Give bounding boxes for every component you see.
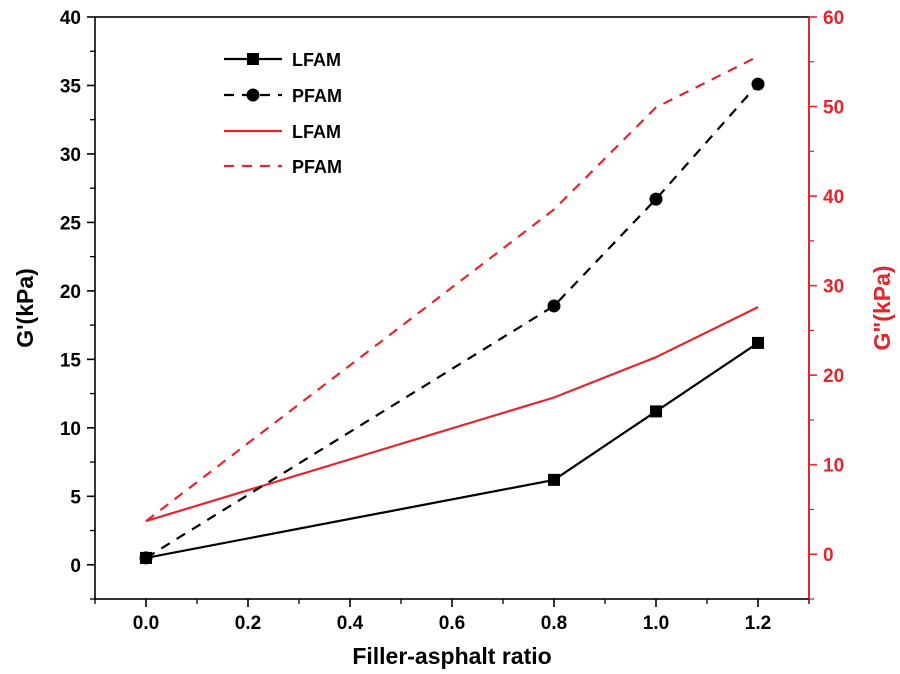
data-point-lfam-g-prime [140, 552, 152, 564]
y-left-tick-label: 35 [60, 76, 82, 97]
series-line-lfam-g-double-prime [146, 307, 758, 521]
data-point-lfam-g-prime [752, 337, 764, 349]
y-left-tick-label: 30 [60, 145, 81, 166]
series-layer [140, 56, 765, 564]
y-left-tick-label: 5 [70, 487, 81, 508]
series-line-pfam-g-double-prime [146, 56, 758, 521]
y-left-tick-label: 40 [60, 8, 81, 29]
y-axis-left: 0 5 10 15 20 25 30 35 40 [60, 8, 95, 599]
chart: 0.0 0.2 0.4 0.6 0.8 1.0 1.2 0 5 10 15 20 25 30 35 40 0… [0, 0, 900, 674]
y-right-tick-label: 0 [823, 545, 834, 566]
legend-label-pfam-g-double-prime: PFAM [292, 157, 342, 177]
data-point-lfam-g-prime [548, 474, 560, 486]
legend-label-pfam-g-prime: PFAM [292, 86, 342, 106]
legend: LFAM PFAM LFAM PFAM [224, 50, 342, 177]
plot-area [95, 17, 809, 599]
y-axis-right: 0 10 20 30 40 50 60 [809, 8, 844, 599]
y-left-tick-label: 0 [70, 556, 81, 577]
legend-marker-pfam-g-prime [247, 89, 260, 102]
x-tick-label: 0.0 [133, 613, 159, 634]
data-point-lfam-g-prime [650, 405, 662, 417]
data-point-pfam-g-prime [752, 78, 765, 91]
series-line-pfam-g-prime [146, 84, 758, 558]
data-point-pfam-g-prime [650, 193, 663, 206]
legend-marker-lfam-g-prime [247, 53, 259, 65]
y-left-tick-label: 25 [60, 213, 82, 234]
x-tick-label: 1.2 [745, 613, 771, 634]
y-right-tick-label: 50 [823, 98, 844, 119]
y-axis-left-title: G'(kPa) [12, 268, 38, 348]
legend-label-lfam-g-prime: LFAM [292, 50, 341, 70]
x-axis-title: Filler-asphalt ratio [352, 643, 551, 669]
plot-frame [95, 17, 809, 599]
y-left-tick-label: 20 [60, 282, 81, 303]
legend-label-lfam-g-double-prime: LFAM [292, 122, 341, 142]
x-tick-label: 0.4 [337, 613, 364, 634]
y-right-tick-label: 30 [823, 277, 844, 298]
x-tick-label: 1.0 [643, 613, 669, 634]
x-tick-label: 0.2 [235, 613, 261, 634]
y-right-tick-label: 10 [823, 456, 844, 477]
y-right-tick-label: 20 [823, 366, 844, 387]
y-left-tick-label: 15 [60, 350, 82, 371]
x-tick-label: 0.8 [541, 613, 567, 634]
y-right-tick-label: 60 [823, 8, 844, 29]
x-axis: 0.0 0.2 0.4 0.6 0.8 1.0 1.2 [95, 599, 809, 634]
x-tick-label: 0.6 [439, 613, 465, 634]
y-axis-right-title: G"(kPa) [869, 265, 895, 350]
data-point-pfam-g-prime [548, 299, 561, 312]
y-left-tick-label: 10 [60, 419, 81, 440]
y-right-tick-label: 40 [823, 187, 844, 208]
